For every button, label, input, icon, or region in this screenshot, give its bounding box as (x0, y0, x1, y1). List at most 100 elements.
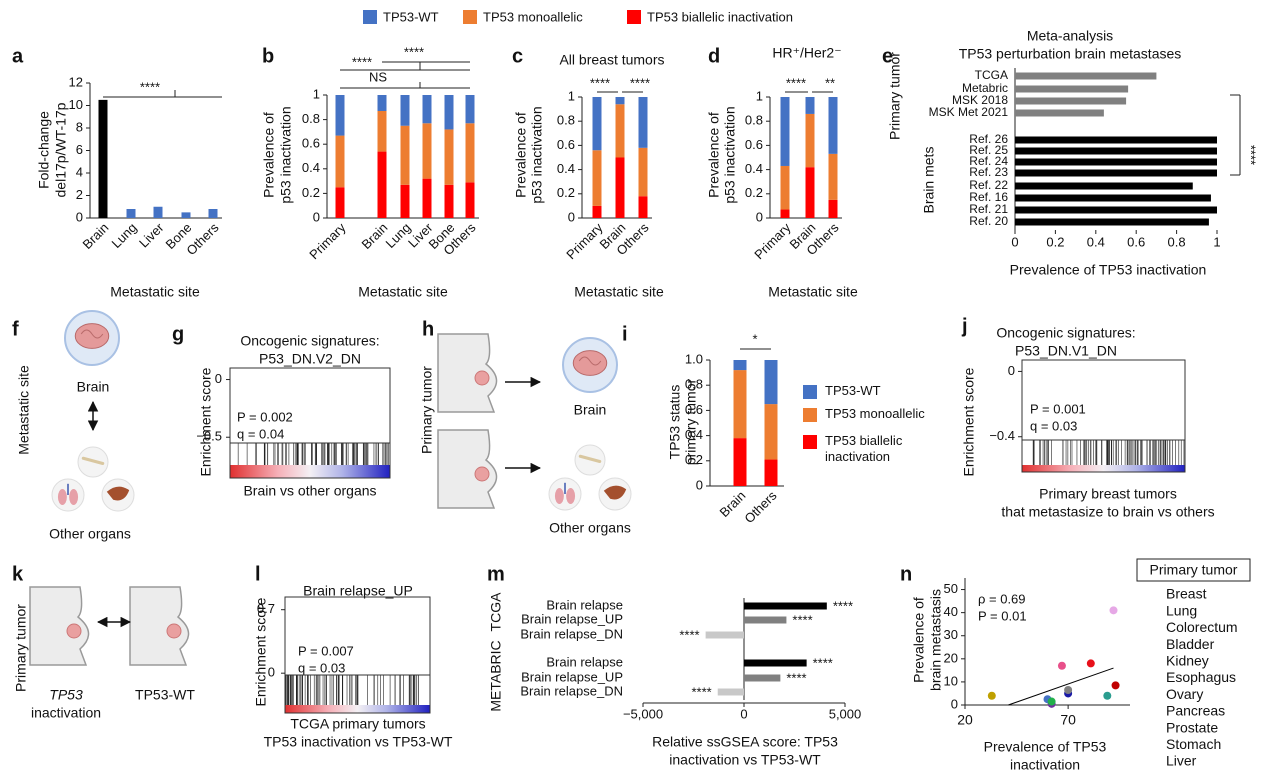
rank-strip (230, 465, 390, 478)
significance: **** (786, 670, 806, 685)
panel-title: P53_DN.V2_DN (259, 351, 361, 367)
legend-label: TP53 biallelic inactivation (825, 433, 903, 464)
bar-segment (422, 95, 432, 124)
x-axis-label: Metastatic site (358, 284, 448, 300)
brain-icon (572, 350, 608, 376)
y-tick-label: 0.4 (685, 427, 703, 442)
point (1064, 685, 1073, 694)
y-tick-label: 0 (76, 209, 83, 224)
liver-icon (106, 486, 130, 501)
bar-segment (733, 360, 747, 371)
bar-segment (764, 404, 778, 460)
x-tick-label: 0.2 (1046, 234, 1064, 249)
bar (744, 602, 827, 610)
y-tick-label: TCGA (975, 68, 1008, 82)
bar (717, 688, 744, 696)
y-tick-label: 50 (944, 581, 958, 596)
y-tick-label: Brain relapse_UP (521, 611, 623, 626)
y-axis-label: Enrichment score (961, 367, 977, 476)
group-label: Primary tumor (887, 52, 903, 140)
annotation: **** (404, 44, 424, 59)
bar-segment (444, 129, 454, 185)
panel-title: TP53 perturbation brain metastases (959, 46, 1182, 62)
panel-title: HR⁺/Her2⁻ (772, 45, 841, 61)
x-tick-label: 20 (957, 712, 973, 728)
bar-segment (465, 95, 475, 124)
annotation: **** (1244, 145, 1259, 165)
bar-segment (764, 459, 778, 486)
y-tick-label: −0.4 (989, 428, 1015, 443)
annotation: **** (786, 75, 806, 90)
bar-segment (592, 205, 602, 218)
bar (126, 209, 136, 218)
point (1109, 606, 1118, 615)
significance: **** (833, 598, 853, 613)
y-tick-label: 0.2 (745, 185, 763, 200)
y-tick-label: 0.2 (302, 185, 320, 200)
legend-label: TP53 biallelic inactivation (647, 9, 793, 24)
bar-segment (805, 113, 815, 168)
y-tick-label: −0.5 (196, 429, 222, 444)
bone-icon (578, 454, 602, 463)
y-tick-label: 0 (1008, 363, 1015, 378)
x-axis-label: Metastatic site (110, 284, 200, 300)
breast-icon (129, 586, 190, 666)
tumor-icon (474, 466, 490, 482)
y-axis-label: Prevalence of (513, 112, 529, 198)
y-tick-label: 0.6 (557, 137, 575, 152)
x-axis-label: Metastatic site (768, 284, 858, 300)
rank-strip (1022, 465, 1185, 472)
x-tick-label: 1 (1213, 234, 1220, 249)
legend-swatch (463, 10, 477, 24)
annotation: ** (825, 75, 835, 90)
plot-frame (229, 367, 391, 479)
y-tick-label: 30 (944, 627, 958, 642)
x-tick-label: 70 (1060, 712, 1076, 728)
organ-label: Other organs (49, 526, 131, 542)
bar-segment (780, 209, 790, 218)
side-label: Primary tumor (419, 366, 435, 454)
bar (1015, 169, 1217, 177)
x-tick-label: Liver (136, 219, 167, 250)
y-tick-label: 10 (944, 673, 958, 688)
group-label: TP53-WT (135, 687, 195, 703)
bar-segment (780, 165, 790, 210)
panel-title: All breast tumors (559, 52, 664, 68)
panel-letter: g (172, 323, 184, 345)
x-axis-label: TCGA primary tumors (290, 716, 425, 732)
group-label: Brain mets (921, 147, 937, 214)
bar-segment (615, 97, 625, 105)
bar-segment (335, 187, 345, 218)
legend-label: Stomach (1166, 736, 1221, 752)
legend-label: Lung (1166, 602, 1197, 618)
bar (744, 674, 781, 682)
y-tick-label: 0 (313, 209, 320, 224)
bar (1015, 206, 1217, 214)
y-tick-label: Brain relapse (546, 597, 623, 612)
bar (1015, 218, 1209, 226)
group-label: inactivation (31, 705, 101, 721)
panel-letter: c (512, 45, 523, 67)
panel-letter: k (12, 563, 24, 585)
y-tick-label: 0.2 (685, 452, 703, 467)
legend-label: TP53-WT (825, 383, 881, 398)
x-tick-label: 0.4 (1087, 234, 1105, 249)
y-tick-label: 0.8 (685, 377, 703, 392)
bar (1015, 97, 1127, 105)
legend-label: Esophagus (1166, 669, 1236, 685)
annotation: q = 0.03 (1030, 418, 1077, 433)
y-axis-label: Enrichment score (253, 597, 269, 706)
side-label: Metastatic site (16, 365, 32, 455)
panel-title: P53_DN.V1_DN (1015, 343, 1117, 359)
legend-swatch (363, 10, 377, 24)
bar-segment (592, 150, 602, 206)
annotation: **** (140, 79, 160, 94)
y-tick-label: 6 (76, 142, 83, 157)
y-tick-label: 0.2 (557, 185, 575, 200)
bar (98, 99, 108, 218)
legend-swatch (803, 435, 817, 449)
organ-label: Brain (574, 402, 607, 418)
annotation: **** (630, 75, 650, 90)
panel-letter: m (487, 563, 505, 585)
